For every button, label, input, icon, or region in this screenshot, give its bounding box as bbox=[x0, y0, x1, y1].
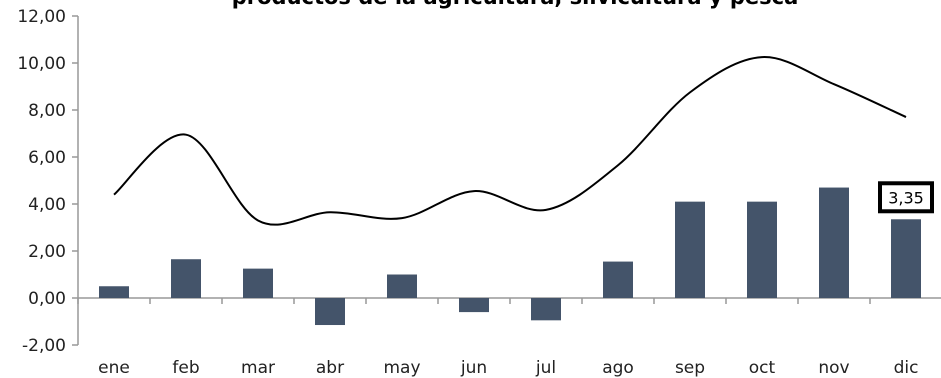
line-series bbox=[113, 56, 907, 226]
x-tick-label: jul bbox=[535, 358, 556, 378]
chart-title: productos de la agricultura, silvicultur… bbox=[232, 0, 799, 9]
x-tick-label: nov bbox=[818, 358, 849, 378]
bar bbox=[891, 219, 921, 298]
x-tick-label: oct bbox=[749, 358, 776, 378]
y-tick-label: 2,00 bbox=[28, 242, 66, 262]
y-tick-label: 6,00 bbox=[28, 148, 66, 168]
callout-value: 3,35 bbox=[888, 188, 924, 207]
bar bbox=[171, 259, 201, 298]
x-tick-label: abr bbox=[316, 358, 344, 378]
x-tick-label: sep bbox=[675, 358, 705, 378]
x-tick-label: mar bbox=[241, 358, 275, 378]
bar bbox=[315, 298, 345, 326]
x-tick-label: dic bbox=[894, 358, 919, 378]
y-tick-label: 12,00 bbox=[17, 7, 66, 27]
y-tick-label: 4,00 bbox=[28, 195, 66, 215]
x-tick-label: ago bbox=[602, 358, 634, 378]
y-tick-label: -2,00 bbox=[22, 336, 66, 356]
axes: 12,00 10,00 8,00 6,00 4,00 2,00 0,00 -2,00 ene fe… bbox=[17, 7, 941, 378]
bar bbox=[531, 298, 561, 321]
bar bbox=[459, 298, 489, 313]
y-tick-label: 10,00 bbox=[17, 54, 66, 74]
x-tick-label: feb bbox=[172, 358, 199, 378]
callout-box bbox=[878, 181, 934, 214]
bar bbox=[99, 286, 129, 298]
bar bbox=[675, 201, 705, 298]
x-tick-label: ene bbox=[98, 358, 130, 378]
x-tick-label: may bbox=[383, 358, 420, 378]
y-tick-label: 0,00 bbox=[28, 289, 66, 309]
bar bbox=[819, 187, 849, 298]
x-tick-label: jun bbox=[460, 358, 487, 378]
bar bbox=[387, 274, 417, 298]
bar-series bbox=[99, 187, 921, 326]
bar bbox=[747, 201, 777, 298]
y-tick-label: 8,00 bbox=[28, 101, 66, 121]
bar bbox=[243, 268, 273, 298]
data-label-callout: 3,35 bbox=[878, 181, 934, 214]
bar bbox=[603, 261, 633, 298]
